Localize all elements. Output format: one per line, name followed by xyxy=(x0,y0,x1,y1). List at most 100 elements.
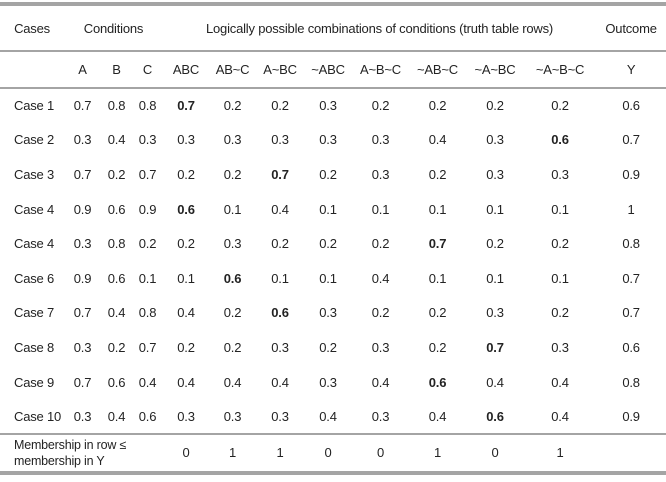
value-cell: 0.7 xyxy=(73,166,92,182)
value-cell: 0.7 xyxy=(138,339,157,355)
table-row: Case 8 0.3 0.2 0.7 0.2 0.2 0.3 0.2 0.3 0.2 0.7 0.3 0… xyxy=(0,330,666,365)
value-cell: 0.1 xyxy=(486,270,504,286)
column-header-ab-notc: AB~C xyxy=(209,51,256,89)
value-cell: 0.6 xyxy=(622,339,640,355)
value-cell: 0.2 xyxy=(177,166,195,182)
value-cell: 0.3 xyxy=(73,236,92,252)
value-cell: 0.3 xyxy=(371,339,390,355)
value-cell: 0.2 xyxy=(428,305,447,321)
case-label: Case 9 xyxy=(14,374,54,390)
value-cell: 0.6 xyxy=(107,270,126,286)
value-cell: 0.3 xyxy=(223,236,242,252)
value-cell: 0.8 xyxy=(622,236,640,252)
footer-value-nota-bc: 0 xyxy=(304,432,352,473)
case-label: Case 2 xyxy=(14,132,54,148)
value-cell: 0.3 xyxy=(177,408,195,424)
value-cell: 0.6 xyxy=(177,201,195,217)
value-cell: 0.7 xyxy=(138,166,157,182)
value-cell: 0.6 xyxy=(107,374,126,390)
footer-value-a-notb-c: 1 xyxy=(256,432,304,473)
value-cell: 0.2 xyxy=(551,98,569,114)
value-cell: 0.2 xyxy=(223,305,242,321)
value-cell: 0.1 xyxy=(223,201,242,217)
value-cell: 0.2 xyxy=(319,339,337,355)
value-cell: 0.2 xyxy=(271,98,289,114)
value-cell: 0.6 xyxy=(271,305,289,321)
value-cell: 0.3 xyxy=(271,132,289,148)
value-cell: 0.4 xyxy=(223,374,242,390)
value-cell: 0.2 xyxy=(319,166,337,182)
column-header-nota-b-notc: ~AB~C xyxy=(409,51,466,89)
value-cell: 0.3 xyxy=(486,166,504,182)
case-label: Case 3 xyxy=(14,166,54,182)
value-cell: 0.2 xyxy=(107,339,126,355)
value-cell: 0.2 xyxy=(177,339,195,355)
value-cell: 0.3 xyxy=(551,339,569,355)
value-cell: 0.7 xyxy=(73,305,92,321)
value-cell: 0.4 xyxy=(177,374,195,390)
footer-value-ab-notc: 1 xyxy=(209,432,256,473)
value-cell: 0.6 xyxy=(138,408,157,424)
value-cell: 0.4 xyxy=(551,374,569,390)
value-cell: 0.2 xyxy=(428,98,447,114)
value-cell: 0.4 xyxy=(428,132,447,148)
value-cell: 0.7 xyxy=(73,98,92,114)
value-cell: 0.4 xyxy=(371,270,390,286)
value-cell: 0.4 xyxy=(319,408,337,424)
value-cell: 0.8 xyxy=(107,236,126,252)
value-cell: 0.2 xyxy=(551,305,569,321)
value-cell: 0.6 xyxy=(622,98,640,114)
value-cell: 0.7 xyxy=(622,270,640,286)
footer-value-a-notb-notc: 0 xyxy=(352,432,409,473)
value-cell: 0.2 xyxy=(371,236,390,252)
case-label: Case 1 xyxy=(14,98,54,114)
value-cell: 0.2 xyxy=(486,236,504,252)
footer-label: Membership in row ≤ membership in Y xyxy=(0,432,163,473)
value-cell: 0.1 xyxy=(486,201,504,217)
value-cell: 0.4 xyxy=(271,374,289,390)
value-cell: 0.9 xyxy=(622,408,640,424)
value-cell: 0.3 xyxy=(271,339,289,355)
column-header-a: A xyxy=(64,51,101,89)
value-cell: 0.1 xyxy=(177,270,195,286)
value-cell: 0.7 xyxy=(486,339,504,355)
group-header-outcome: Outcome xyxy=(596,4,666,52)
footer-value-abc: 0 xyxy=(163,432,209,473)
footer-label-line1: Membership in row ≤ xyxy=(14,437,127,452)
value-cell: 0.9 xyxy=(73,270,92,286)
value-cell: 0.1 xyxy=(319,201,337,217)
value-cell: 0.8 xyxy=(138,98,157,114)
value-cell: 0.3 xyxy=(138,132,157,148)
table-row: Case 3 0.7 0.2 0.7 0.2 0.2 0.7 0.2 0.3 0.2 0.3 0.3 0… xyxy=(0,157,666,192)
value-cell: 0.1 xyxy=(551,201,569,217)
value-cell: 0.2 xyxy=(551,236,569,252)
value-cell: 0.9 xyxy=(622,166,640,182)
value-cell: 0.1 xyxy=(271,270,289,286)
table-body: Case 1 0.7 0.8 0.8 0.7 0.2 0.2 0.3 0.2 0.2 0.2 0.2 0… xyxy=(0,88,666,434)
value-cell: 0.3 xyxy=(486,132,504,148)
footer-row: Membership in row ≤ membership in Y 0 1 … xyxy=(0,432,666,473)
footer-value-nota-notb-notc: 1 xyxy=(524,432,597,473)
footer-value-nota-b-notc: 1 xyxy=(409,432,466,473)
value-cell: 0.2 xyxy=(486,98,504,114)
value-cell: 0.6 xyxy=(486,408,504,424)
case-label: Case 4 xyxy=(14,201,54,217)
value-cell: 0.3 xyxy=(73,132,92,148)
column-header-y: Y xyxy=(596,51,666,89)
value-cell: 0.4 xyxy=(371,374,390,390)
value-cell: 0.2 xyxy=(223,339,242,355)
value-cell: 0.6 xyxy=(428,374,447,390)
value-cell: 0.6 xyxy=(223,270,242,286)
column-header-nota-notb-notc: ~A~B~C xyxy=(524,51,597,89)
value-cell: 0.3 xyxy=(223,408,242,424)
value-cell: 0.3 xyxy=(319,98,337,114)
value-cell: 0.1 xyxy=(319,270,337,286)
column-header-empty xyxy=(0,51,64,89)
table-row: Case 9 0.7 0.6 0.4 0.4 0.4 0.4 0.3 0.4 0.6 0.4 0.4 0… xyxy=(0,365,666,400)
value-cell: 0.4 xyxy=(177,305,195,321)
value-cell: 0.2 xyxy=(428,339,447,355)
value-cell: 0.4 xyxy=(107,132,126,148)
footer-label-line2: membership in Y xyxy=(14,453,105,468)
value-cell: 0.4 xyxy=(107,305,126,321)
